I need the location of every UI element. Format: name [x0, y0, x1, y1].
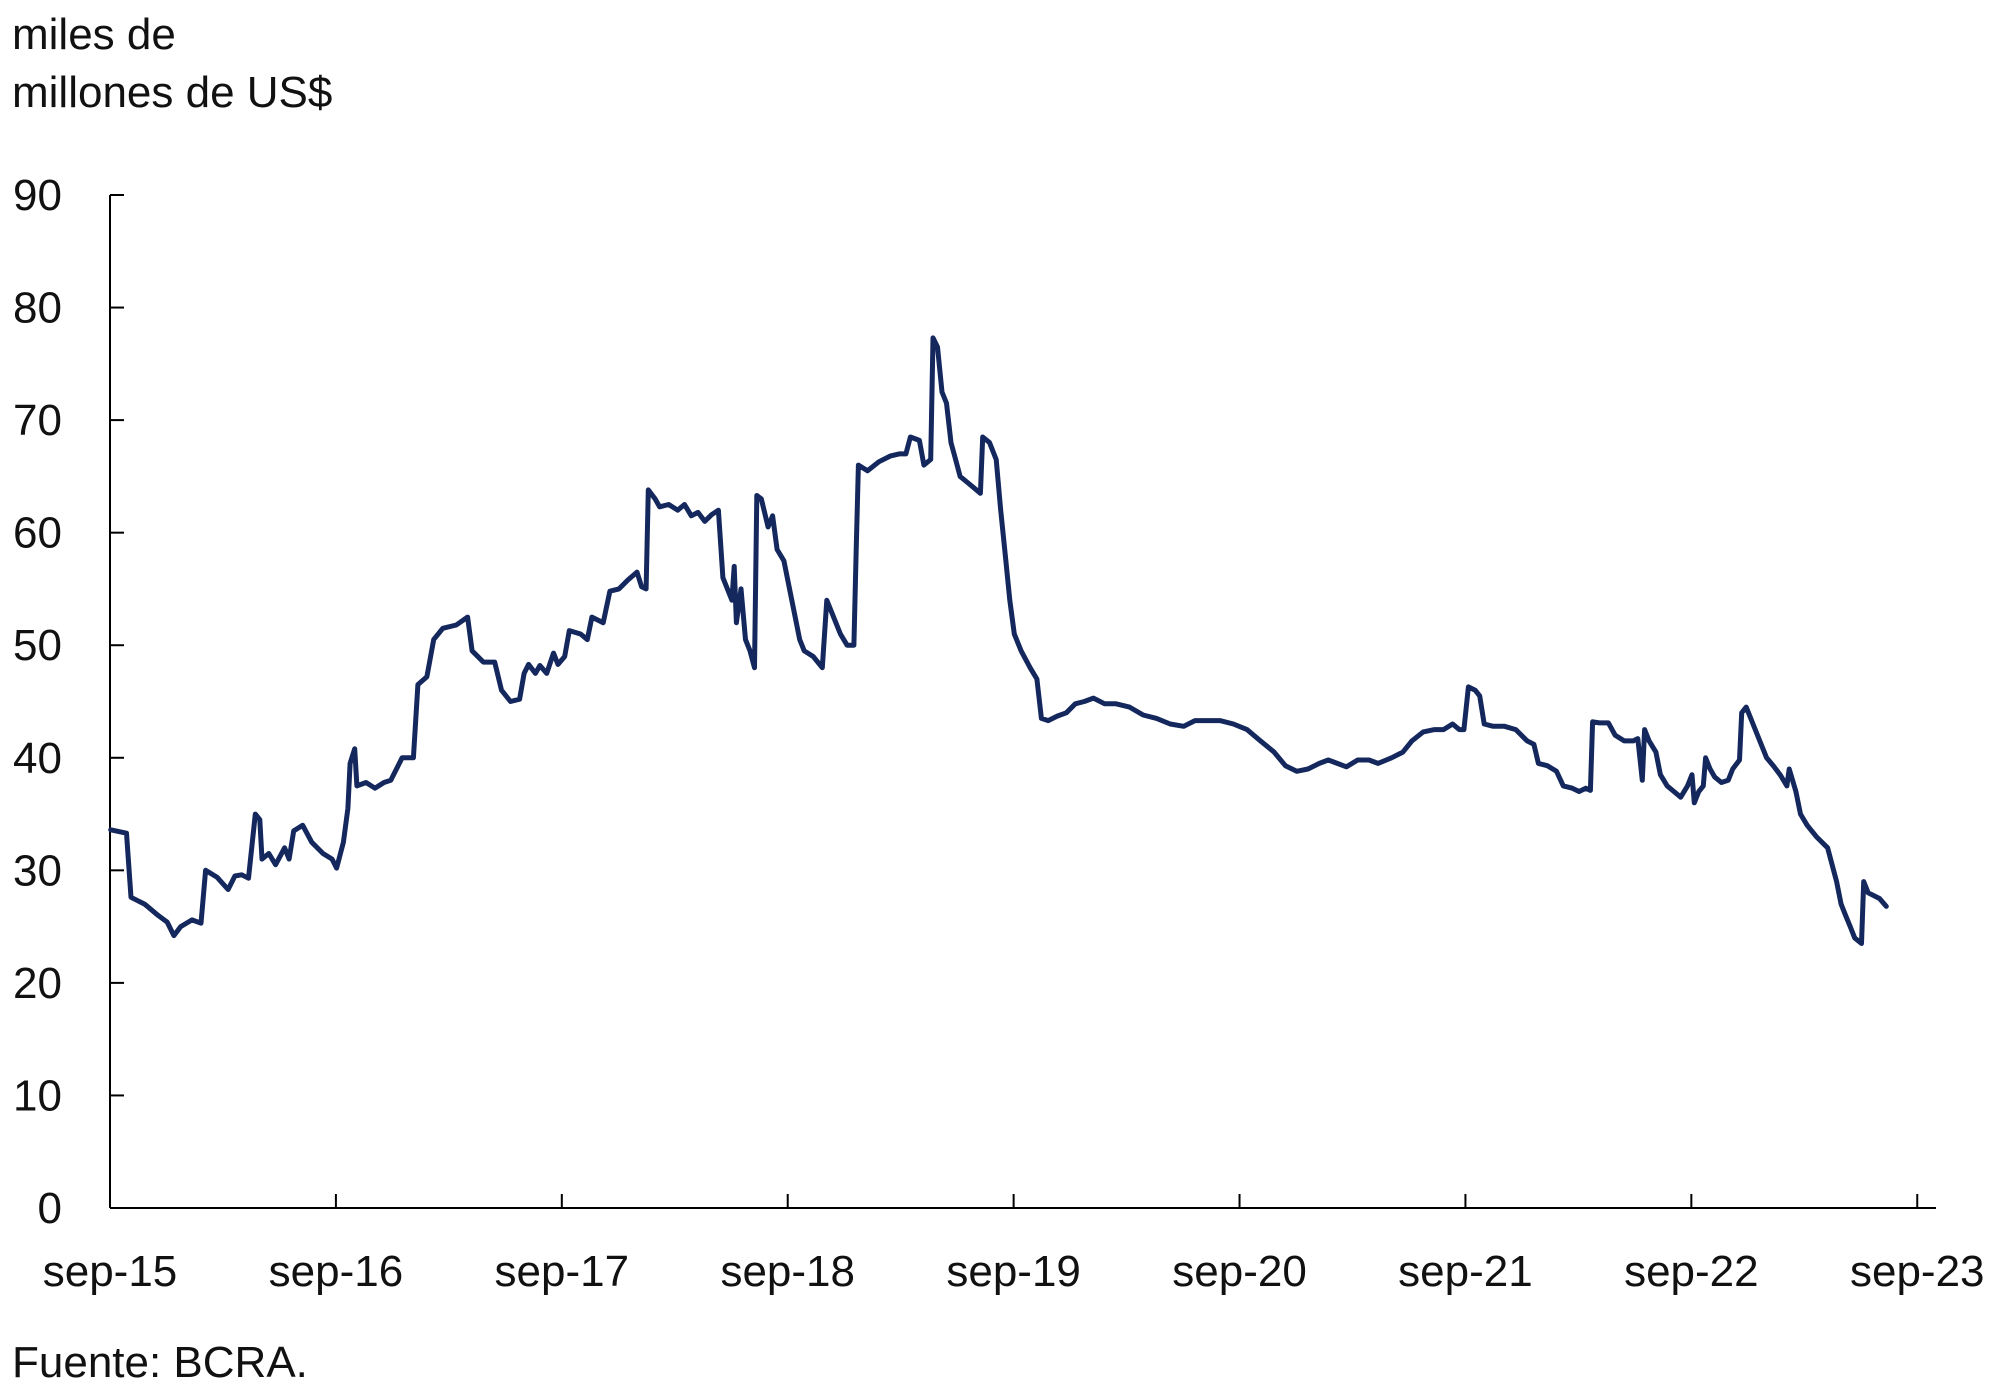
- x-tick-label: sep-18: [720, 1247, 855, 1296]
- y-tick-label: 40: [13, 734, 62, 783]
- x-axis: sep-15 sep-16 sep-17 sep-18 sep-19 sep-20 sep-…: [43, 1194, 1985, 1296]
- series-line-0: [108, 335, 1889, 946]
- y-tick-label: 70: [13, 396, 62, 445]
- y-axis-unit-label: miles de millones de US$: [12, 6, 332, 122]
- x-tick-label: sep-19: [946, 1247, 1081, 1296]
- y-tick-label: 60: [13, 509, 62, 558]
- x-tick-label: sep-23: [1850, 1247, 1985, 1296]
- y-tick-label: 10: [13, 1071, 62, 1120]
- x-tick-label: sep-22: [1624, 1247, 1759, 1296]
- series-group: [108, 335, 1889, 946]
- y-tick-label: 80: [13, 284, 62, 333]
- unit-label-line-2: millones de US$: [12, 68, 333, 117]
- y-tick-label: 90: [13, 171, 62, 220]
- unit-label-line-1: miles de: [12, 10, 176, 59]
- y-axis: 0 10 20 30 40 50 60 70 80 90: [13, 171, 124, 1233]
- y-tick-label: 30: [13, 846, 62, 895]
- x-tick-label: sep-21: [1398, 1247, 1533, 1296]
- y-tick-label: 0: [38, 1184, 62, 1233]
- y-tick-label: 20: [13, 959, 62, 1008]
- x-tick-label: sep-17: [495, 1247, 630, 1296]
- x-tick-label: sep-20: [1172, 1247, 1307, 1296]
- x-tick-label: sep-15: [43, 1247, 178, 1296]
- source-note: Fuente: BCRA.: [12, 1338, 308, 1387]
- y-tick-label: 50: [13, 621, 62, 670]
- x-tick-label: sep-16: [269, 1247, 404, 1296]
